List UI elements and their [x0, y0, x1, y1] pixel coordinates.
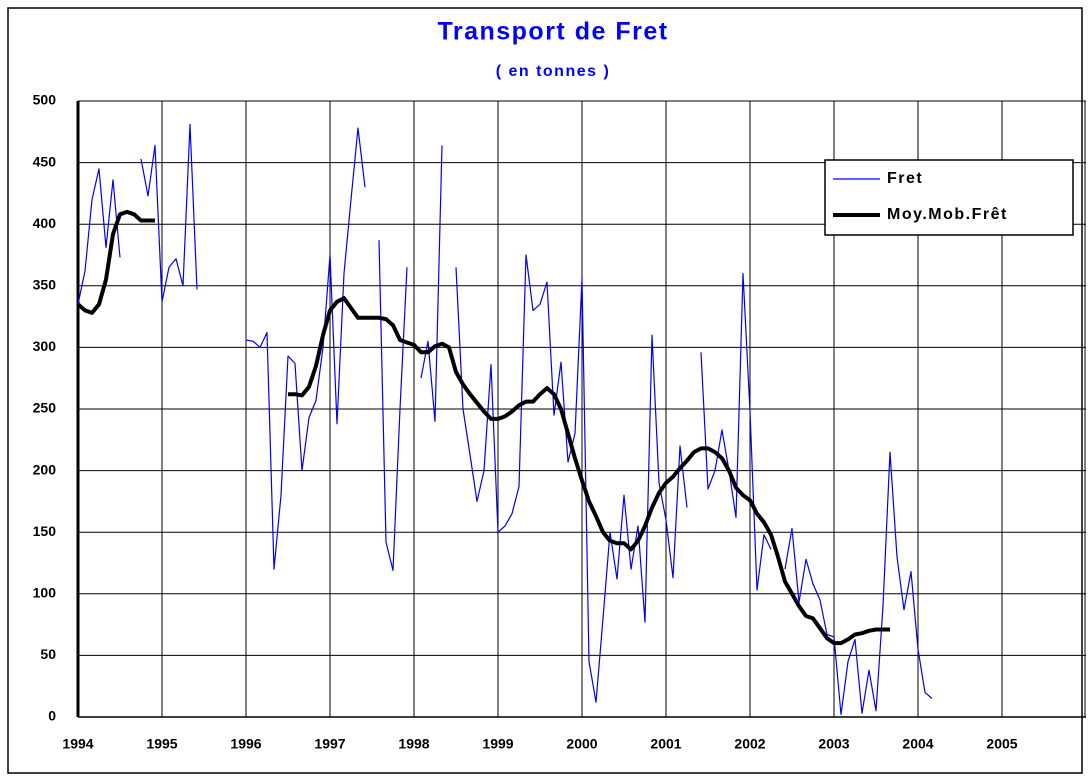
x-tick-label: 1995: [146, 736, 177, 752]
y-tick-label: 300: [33, 338, 57, 354]
y-tick-label: 200: [33, 461, 57, 477]
x-tick-label: 2000: [566, 736, 597, 752]
x-tick-label: 1999: [482, 736, 513, 752]
y-tick-label: 0: [48, 708, 56, 724]
x-tick-label: 1994: [62, 736, 93, 752]
x-tick-label: 2001: [650, 736, 681, 752]
legend-box: [824, 159, 1074, 236]
x-tick-label: 2004: [902, 736, 933, 752]
y-tick-label: 450: [33, 153, 57, 169]
chart-title: Transport de Fret: [437, 18, 668, 46]
x-tick-label: 1996: [230, 736, 261, 752]
legend-label: Moy.Mob.Frêt: [887, 206, 1008, 223]
x-tick-label: 1998: [398, 736, 429, 752]
x-tick-label: 2005: [986, 736, 1017, 752]
y-tick-label: 500: [33, 92, 57, 108]
line-series: [76, 209, 890, 646]
legend-label: Fret: [887, 170, 923, 187]
y-tick-label: 350: [33, 277, 57, 293]
x-tick-label: 2002: [734, 736, 765, 752]
y-tick-label: 100: [33, 585, 57, 601]
y-tick-label: 400: [33, 215, 57, 231]
y-tick-label: 50: [40, 646, 56, 662]
x-tick-label: 1997: [314, 736, 345, 752]
x-tick-label: 2003: [818, 736, 849, 752]
y-tick-label: 150: [33, 523, 57, 539]
y-tick-label: 250: [33, 400, 57, 416]
chart-subtitle: ( en tonnes ): [496, 63, 611, 80]
